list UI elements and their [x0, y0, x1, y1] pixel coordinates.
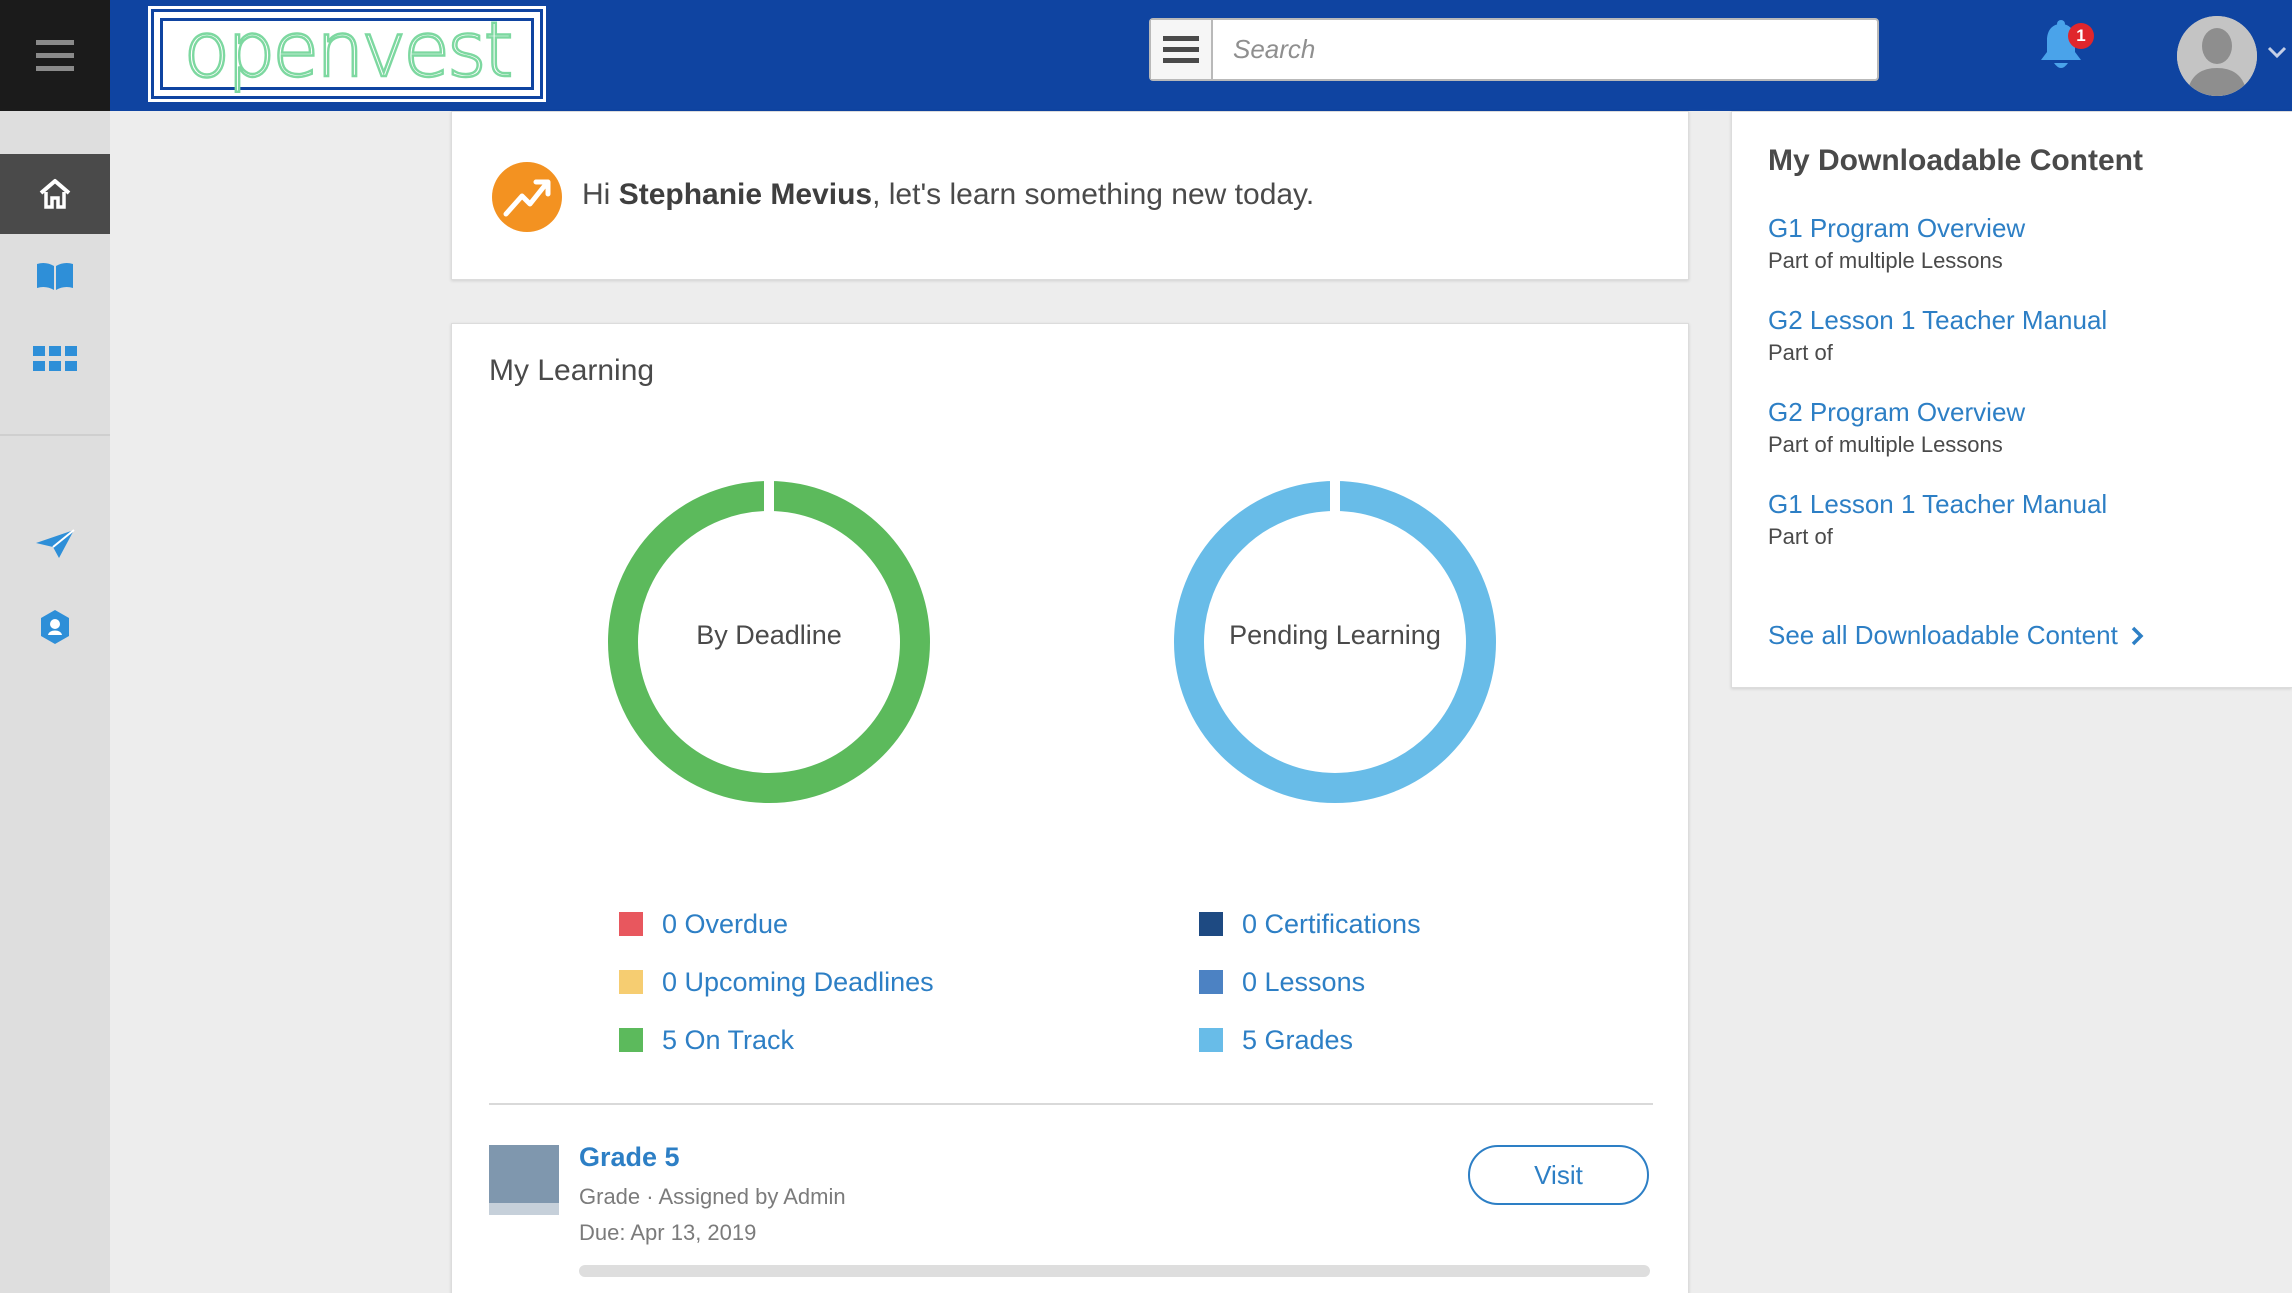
- by-deadline-donut-chart[interactable]: By Deadline: [607, 480, 931, 804]
- greeting-card: Hi Stephanie Mevius, let's learn somethi…: [451, 111, 1689, 280]
- list-item: G2 Lesson 1 Teacher Manual Part of: [1768, 303, 2107, 395]
- search-menu-button[interactable]: [1151, 20, 1213, 79]
- my-learning-card: My Learning By Deadline Pending Learning…: [451, 323, 1689, 1293]
- nav-home[interactable]: [0, 154, 110, 234]
- download-subtitle: Part of multiple Lessons: [1768, 432, 2003, 457]
- chevron-down-icon[interactable]: [2266, 44, 2288, 60]
- user-silhouette-icon: [2177, 16, 2257, 96]
- upcoming-swatch: [619, 970, 643, 994]
- book-icon: [37, 262, 73, 290]
- by-deadline-label: By Deadline: [696, 620, 842, 650]
- nav-divider: [0, 434, 110, 436]
- overdue-swatch: [619, 912, 643, 936]
- grade-thumbnail[interactable]: [489, 1145, 559, 1215]
- hamburger-menu-button[interactable]: [0, 0, 110, 111]
- legend-certifications-label: 0 Certifications: [1242, 908, 1421, 939]
- paper-plane-icon: [36, 529, 75, 558]
- section-divider: [489, 1103, 1653, 1105]
- legend-upcoming-deadlines[interactable]: 0 Upcoming Deadlines: [619, 953, 934, 1011]
- legend-overdue-label: 0 Overdue: [662, 908, 789, 939]
- legend-grades-label: 5 Grades: [1242, 1024, 1354, 1055]
- download-link[interactable]: G2 Lesson 1 Teacher Manual: [1768, 305, 2108, 335]
- legend-lessons-label: 0 Lessons: [1242, 966, 1366, 997]
- legend-overdue[interactable]: 0 Overdue: [619, 895, 934, 953]
- pending-learning-label: Pending Learning: [1229, 620, 1441, 650]
- legend-on-track-label: 5 On Track: [662, 1024, 795, 1055]
- download-link[interactable]: G1 Lesson 1 Teacher Manual: [1768, 489, 2108, 519]
- legend-upcoming-label: 0 Upcoming Deadlines: [662, 966, 934, 997]
- certifications-swatch: [1199, 912, 1223, 936]
- download-subtitle: Part of multiple Lessons: [1768, 248, 2003, 273]
- user-avatar[interactable]: [2177, 16, 2257, 96]
- lessons-swatch: [1199, 970, 1223, 994]
- greeting-suffix: , let's learn something new today.: [872, 178, 1315, 211]
- greeting-message: Hi Stephanie Mevius, let's learn somethi…: [582, 178, 1314, 212]
- downloadable-content-list: G1 Program Overview Part of multiple Les…: [1768, 211, 2107, 579]
- grades-swatch: [1199, 1028, 1223, 1052]
- top-bar: openvest 1: [0, 0, 2292, 111]
- openvest-logo[interactable]: openvest: [148, 6, 546, 102]
- nav-catalog[interactable]: [0, 319, 110, 399]
- logo-frame: [160, 18, 534, 90]
- download-link[interactable]: G2 Program Overview: [1768, 397, 2026, 427]
- visit-button[interactable]: Visit: [1468, 1145, 1649, 1205]
- by-deadline-donut-svg: [608, 480, 930, 803]
- download-subtitle: Part of: [1768, 340, 1833, 365]
- pending-learning-donut-chart[interactable]: Pending Learning: [1173, 480, 1497, 804]
- home-icon: [39, 179, 71, 209]
- see-all-label: See all Downloadable Content: [1768, 620, 2118, 650]
- nav-send[interactable]: [0, 504, 110, 584]
- hamburger-icon: [36, 39, 74, 71]
- notifications-button[interactable]: 1: [2038, 18, 2094, 78]
- legend-on-track[interactable]: 5 On Track: [619, 1011, 934, 1069]
- legend-certifications[interactable]: 0 Certifications: [1199, 895, 1421, 953]
- downloadable-content-card: My Downloadable Content G1 Program Overv…: [1731, 111, 2292, 688]
- badge-icon: [41, 610, 69, 644]
- by-deadline-legend: 0 Overdue 0 Upcoming Deadlines 5 On Trac…: [619, 895, 934, 1069]
- legend-lessons[interactable]: 0 Lessons: [1199, 953, 1421, 1011]
- see-all-downloads-link[interactable]: See all Downloadable Content: [1768, 620, 2144, 651]
- download-link[interactable]: G1 Program Overview: [1768, 213, 2026, 243]
- download-subtitle: Part of: [1768, 524, 1833, 549]
- downloadable-content-title: My Downloadable Content: [1768, 144, 2143, 177]
- legend-grades[interactable]: 5 Grades: [1199, 1011, 1421, 1069]
- notification-badge: 1: [2068, 23, 2094, 49]
- learning-progress-bar: [579, 1265, 1650, 1277]
- list-menu-icon: [1163, 35, 1199, 63]
- nav-library[interactable]: [0, 236, 110, 316]
- learning-item-due-date: Due: Apr 13, 2019: [579, 1220, 757, 1245]
- list-item: G2 Program Overview Part of multiple Les…: [1768, 395, 2107, 487]
- list-item: G1 Program Overview Part of multiple Les…: [1768, 211, 2107, 303]
- my-learning-title: My Learning: [489, 354, 655, 387]
- side-navigation: [0, 111, 110, 1293]
- search-input[interactable]: [1213, 20, 1877, 79]
- trending-up-icon: [492, 162, 562, 232]
- search-bar: [1149, 18, 1879, 81]
- greeting-prefix: Hi: [582, 178, 611, 211]
- learning-item-meta: Grade · Assigned by Admin: [579, 1184, 846, 1209]
- user-name: Stephanie Mevius: [618, 178, 873, 211]
- chevron-right-icon: [2131, 626, 2144, 645]
- on-track-swatch: [619, 1028, 643, 1052]
- list-item: G1 Lesson 1 Teacher Manual Part of: [1768, 487, 2107, 579]
- logo-text: openvest: [182, 9, 514, 94]
- grid-icon: [33, 346, 77, 371]
- learning-item-title[interactable]: Grade 5: [579, 1142, 680, 1172]
- pending-learning-donut-svg: [1174, 480, 1496, 803]
- nav-profile-badge[interactable]: [0, 587, 110, 667]
- pending-learning-legend: 0 Certifications 0 Lessons 5 Grades: [1199, 895, 1421, 1069]
